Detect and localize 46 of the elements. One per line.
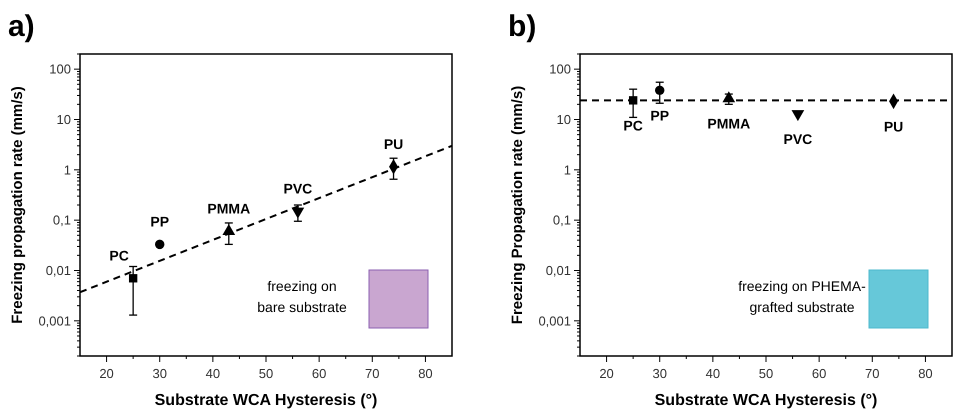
y-axis-title: Freezing propagation rate (mm/s) xyxy=(9,86,26,324)
x-tick-label: 30 xyxy=(652,366,667,381)
series-label: PP xyxy=(150,213,170,230)
annotation: freezing on PHEMA- grafted substrate xyxy=(738,278,866,315)
x-axis-title: Substrate WCA Hysteresis (°) xyxy=(654,392,878,409)
y-tick-label: 0,001 xyxy=(38,313,71,328)
series-label: PU xyxy=(384,136,404,152)
series-label: PVC xyxy=(783,130,812,147)
y-tick-label: 10 xyxy=(556,112,571,127)
series-label: PC xyxy=(109,247,129,264)
x-tick-label: 80 xyxy=(918,366,933,381)
y-tick-label: 1 xyxy=(564,162,571,178)
x-tick-label: 60 xyxy=(812,366,826,381)
x-tick-label: 80 xyxy=(418,366,433,381)
x-tick-label: 20 xyxy=(599,366,614,381)
point xyxy=(154,240,164,250)
series-label: PU xyxy=(884,118,904,134)
x-tick-label: 30 xyxy=(152,366,167,381)
y-tick-label: 100 xyxy=(549,62,571,77)
x-tick-label: 70 xyxy=(365,366,380,381)
y-tick-label: 0,001 xyxy=(538,313,571,328)
y-tick-label: 1 xyxy=(64,162,71,178)
series-label: PMMA xyxy=(207,200,250,216)
y-tick-label: 100 xyxy=(49,62,71,77)
y-tick-label: 0,01 xyxy=(546,262,571,278)
x-tick-label: 60 xyxy=(312,366,326,381)
x-tick-label: 50 xyxy=(258,366,274,381)
series-label: PP xyxy=(650,107,670,124)
x-tick-label: 40 xyxy=(706,366,720,381)
x-tick-label: 50 xyxy=(758,366,774,381)
y-tick-label: 10 xyxy=(56,112,71,127)
annotation: freezing on bare substrate xyxy=(257,278,347,315)
chart-title: b) xyxy=(508,10,536,43)
x-tick-label: 70 xyxy=(865,366,880,381)
y-tick-label: 0,1 xyxy=(52,212,71,228)
y-axis-title: Freezing Propagation rate (mm/s) xyxy=(509,86,526,324)
x-tick-label: 20 xyxy=(99,366,114,381)
series-label: PVC xyxy=(283,180,312,196)
x-tick-label: 40 xyxy=(206,366,220,381)
series-label: PC xyxy=(623,117,643,134)
series-label: PMMA xyxy=(707,116,750,132)
x-axis-title: Substrate WCA Hysteresis (°) xyxy=(154,392,378,409)
chart-title: a) xyxy=(8,10,35,43)
point xyxy=(128,274,138,282)
y-tick-label: 0,01 xyxy=(46,262,71,278)
y-tick-label: 0,1 xyxy=(552,212,571,228)
